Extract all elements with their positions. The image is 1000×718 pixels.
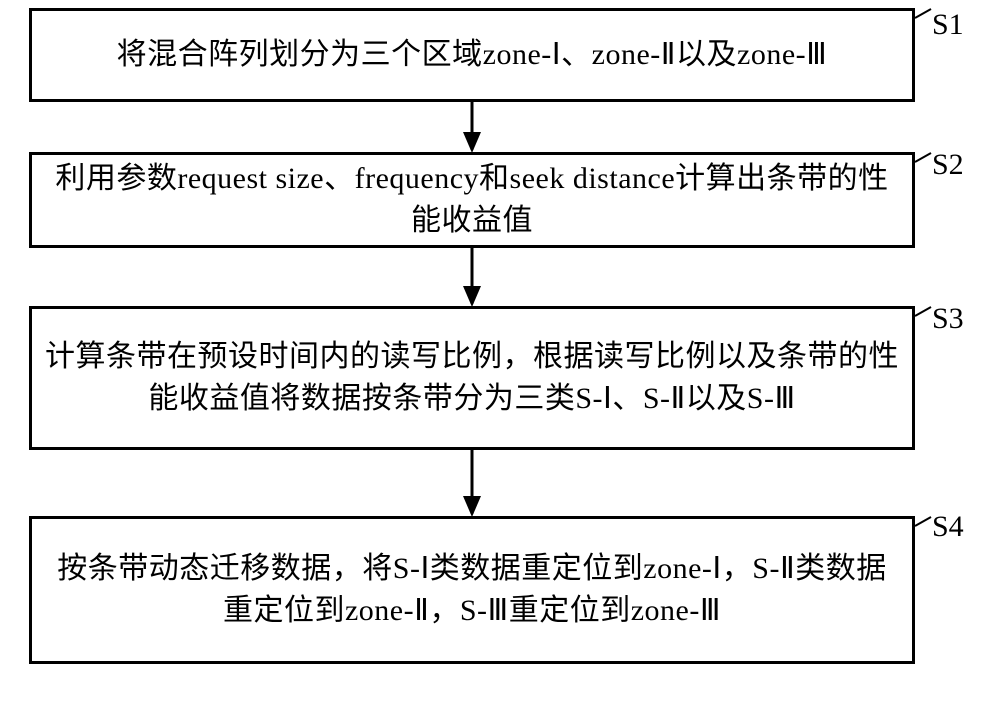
step-s3-label: S3 [932, 302, 964, 336]
flow-step-s1: 将混合阵列划分为三个区域zone-Ⅰ、zone-Ⅱ以及zone-Ⅲ [29, 8, 915, 102]
flow-step-s2: 利用参数request size、frequency和seek distance… [29, 152, 915, 248]
label-line-s4 [915, 517, 931, 526]
step-s2-label: S2 [932, 148, 964, 182]
step-s4-text: 按条带动态迁移数据，将S-Ⅰ类数据重定位到zone-Ⅰ，S-Ⅱ类数据重定位到zo… [44, 548, 900, 632]
step-s2-text: 利用参数request size、frequency和seek distance… [44, 158, 900, 242]
step-s1-label: S1 [932, 8, 964, 42]
step-s1-text: 将混合阵列划分为三个区域zone-Ⅰ、zone-Ⅱ以及zone-Ⅲ [117, 34, 828, 76]
step-s3-text: 计算条带在预设时间内的读写比例，根据读写比例以及条带的性能收益值将数据按条带分为… [44, 336, 900, 420]
label-line-s2 [915, 153, 931, 162]
label-line-s3 [915, 307, 931, 316]
flowchart-container: 将混合阵列划分为三个区域zone-Ⅰ、zone-Ⅱ以及zone-Ⅲ S1 利用参… [0, 0, 1000, 718]
step-s4-label: S4 [932, 510, 964, 544]
label-line-s1 [915, 9, 931, 18]
flow-step-s4: 按条带动态迁移数据，将S-Ⅰ类数据重定位到zone-Ⅰ，S-Ⅱ类数据重定位到zo… [29, 516, 915, 664]
flow-step-s3: 计算条带在预设时间内的读写比例，根据读写比例以及条带的性能收益值将数据按条带分为… [29, 306, 915, 450]
